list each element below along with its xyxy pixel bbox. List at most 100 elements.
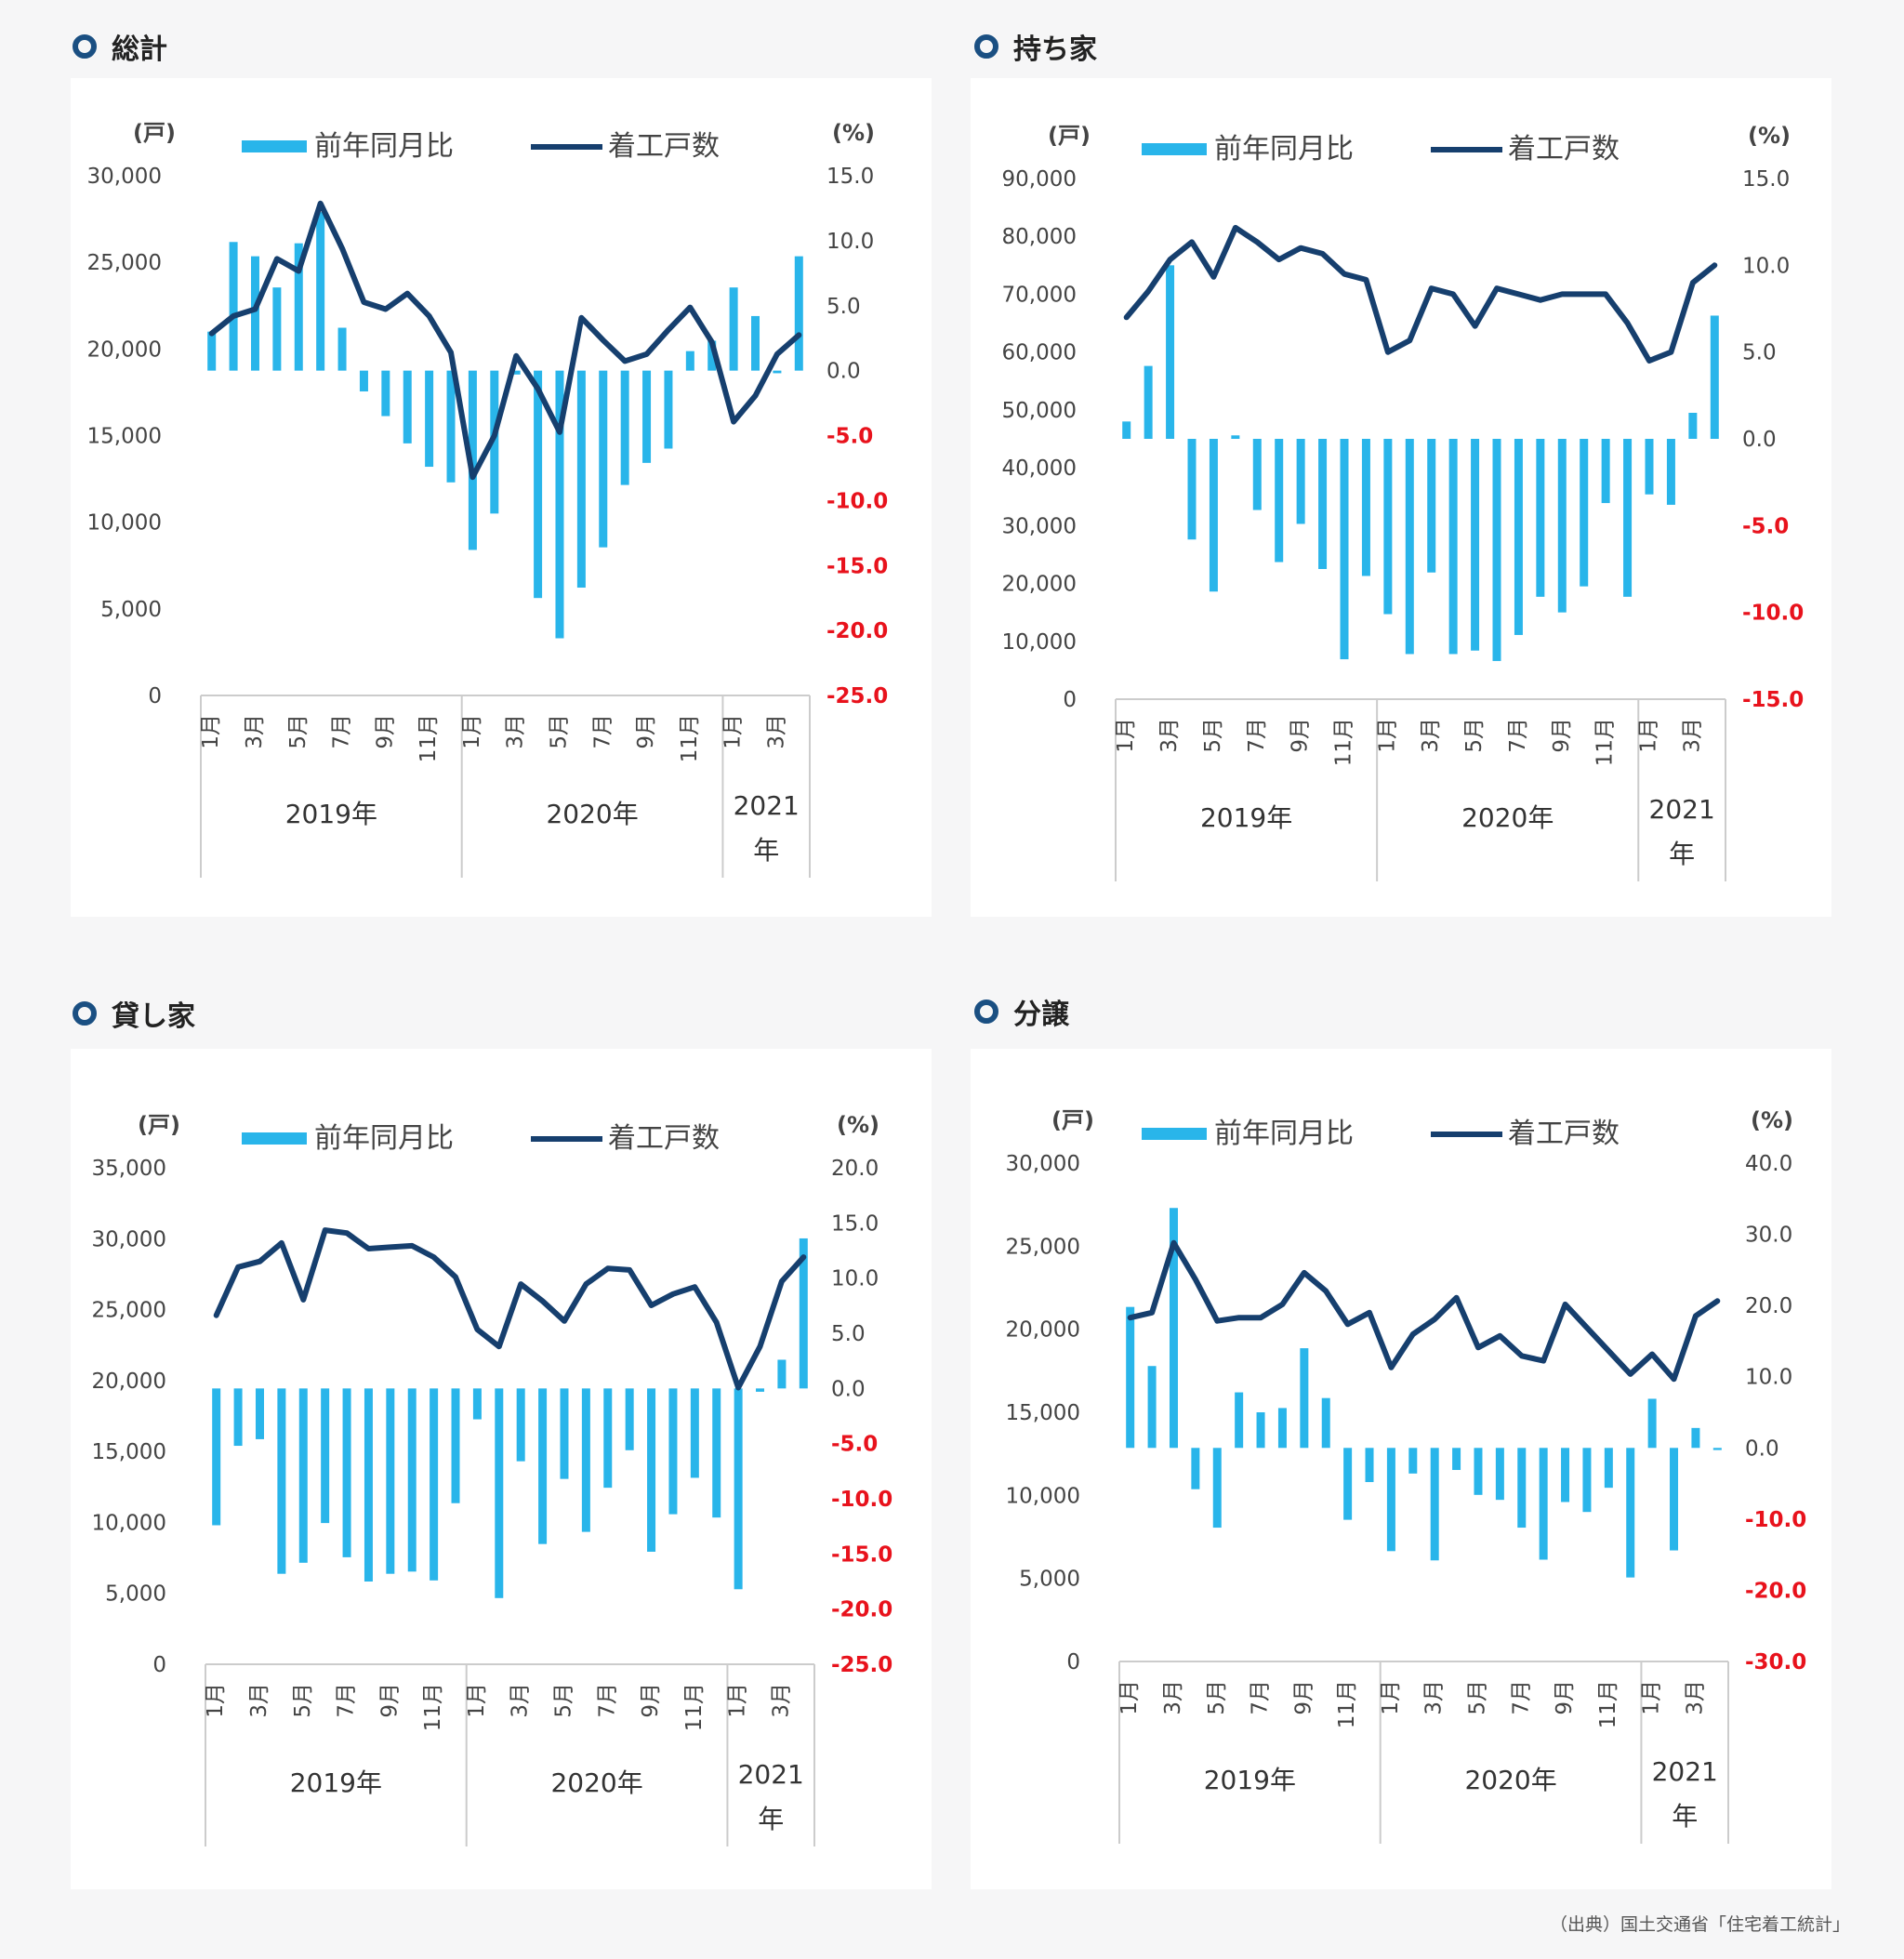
y-tick-right: 0.0	[831, 1377, 866, 1401]
y-tick-left: 70,000	[1002, 283, 1077, 307]
x-tick-label: 11月	[678, 714, 702, 762]
chart-panel-rental: 前年同月比 着工戸数 (戸) (%) 0 5,000 10,000 15,000 20,000 2…	[71, 1049, 932, 1889]
y-tick-right: 10.0	[826, 230, 874, 254]
y-tick-left: 30,000	[87, 165, 162, 189]
x-year-label: 2020年	[1464, 1765, 1556, 1795]
y-tick-right: -10.0	[826, 489, 888, 513]
bar	[1231, 435, 1240, 439]
x-tick-label: 9月	[634, 714, 658, 749]
y-tick-left: 5,000	[1019, 1568, 1080, 1592]
bar	[581, 1388, 590, 1532]
x-tick-label: 5月	[547, 714, 571, 749]
bar	[799, 1238, 808, 1389]
x-tick-label: 5月	[1201, 718, 1225, 753]
bar	[1712, 1448, 1722, 1450]
y-tick-left: 20,000	[1002, 573, 1077, 597]
bar	[495, 1388, 504, 1598]
x-tick-label: 1月	[1637, 718, 1661, 753]
y-tick-left: 0	[148, 684, 162, 708]
x-year-label: 2019年	[285, 799, 377, 829]
y-tick-right: 5.0	[1742, 341, 1777, 365]
bar	[250, 256, 259, 371]
bar	[1144, 365, 1153, 439]
chart-panel-condo: 前年同月比 着工戸数 (戸) (%) 0 5,000 10,000 15,000 20,000 2…	[971, 1049, 1831, 1889]
y-axis-left-unit: (戸)	[138, 1112, 180, 1138]
y-tick-right: -20.0	[1745, 1579, 1806, 1603]
bar	[603, 1388, 613, 1489]
y-tick-left: 5,000	[105, 1582, 166, 1607]
source-note: （出典）国土交通省「住宅着工統計」	[1549, 1914, 1850, 1935]
bar	[1427, 439, 1436, 573]
legend-line-label: 着工戸数	[608, 1122, 720, 1155]
y-tick-right: -5.0	[826, 425, 873, 449]
bar	[756, 1388, 765, 1392]
y-tick-left: 90,000	[1002, 167, 1077, 192]
y-axis-right-unit: (%)	[837, 1112, 879, 1138]
bar	[359, 370, 368, 391]
x-year-label: 2021	[738, 1759, 804, 1790]
y-tick-left: 0	[1063, 688, 1077, 712]
bar	[712, 1388, 721, 1518]
bar	[364, 1388, 373, 1582]
x-year-label: 2019年	[1200, 802, 1292, 833]
y-tick-left: 10,000	[1002, 630, 1077, 655]
y-tick-left: 30,000	[1006, 1152, 1080, 1176]
x-tick-label: 3月	[504, 714, 528, 749]
y-axis-left-unit: (戸)	[1048, 123, 1091, 149]
x-tick-label: 1月	[1114, 718, 1138, 753]
y-tick-left: 40,000	[1002, 457, 1077, 481]
y-tick-right: -10.0	[1742, 602, 1804, 626]
legend-bar-swatch	[242, 140, 307, 152]
bar	[468, 370, 477, 550]
x-tick-label: 7月	[1509, 1680, 1533, 1715]
bar	[1383, 439, 1393, 615]
bar	[1235, 1392, 1244, 1449]
line-series	[208, 200, 802, 481]
bar	[1604, 1448, 1613, 1489]
combo-chart-total: 前年同月比 着工戸数 (戸) (%) 0 5,000 10,000 15,000 20,000 2…	[87, 120, 888, 878]
bar	[1340, 439, 1349, 660]
x-tick-label: 1月	[199, 714, 223, 749]
x-tick-label: 1月	[721, 714, 746, 749]
x-year-label: 2020年	[550, 1767, 642, 1798]
bar	[1300, 1348, 1309, 1449]
y-tick-right: 15.0	[826, 165, 874, 189]
bar	[690, 1388, 699, 1478]
line-series	[213, 1227, 807, 1391]
x-tick-label: 11月	[1593, 718, 1618, 766]
bar	[685, 351, 694, 371]
bar	[1539, 1448, 1548, 1560]
bar	[1601, 439, 1610, 504]
x-tick-label: 5月	[1462, 718, 1487, 753]
x-year-label: 2020年	[1461, 802, 1554, 833]
bar	[707, 340, 717, 371]
x-year-label: 2019年	[290, 1767, 382, 1798]
y-tick-right: 30.0	[1745, 1224, 1792, 1248]
bullet-icon	[73, 34, 97, 59]
x-tick-label: 5月	[286, 714, 311, 749]
bar	[294, 243, 303, 371]
x-tick-label: 9月	[1553, 1680, 1577, 1715]
x-tick-label: 3月	[764, 714, 788, 749]
legend-line-label: 着工戸数	[1508, 133, 1620, 165]
line-series	[1127, 1239, 1721, 1383]
y-tick-left: 30,000	[92, 1227, 166, 1251]
y-tick-left: 20,000	[1006, 1318, 1080, 1343]
x-tick-label: 9月	[639, 1683, 663, 1718]
bar	[1492, 439, 1501, 661]
bar	[1169, 1208, 1178, 1449]
bar	[298, 1388, 308, 1563]
x-tick-label: 9月	[373, 714, 397, 749]
bar	[576, 370, 586, 589]
x-tick-label: 1月	[465, 1683, 489, 1718]
legend-bar-label: 前年同月比	[314, 130, 454, 163]
x-tick-label: 3月	[769, 1683, 793, 1718]
y-tick-left: 20,000	[92, 1370, 166, 1394]
bar	[1318, 439, 1328, 569]
x-tick-label: 7月	[1245, 718, 1269, 753]
bar	[1471, 439, 1480, 651]
bar	[407, 1388, 416, 1572]
y-tick-right: -10.0	[1745, 1508, 1806, 1532]
x-tick-label: 5月	[291, 1683, 315, 1718]
bar	[777, 1359, 787, 1389]
